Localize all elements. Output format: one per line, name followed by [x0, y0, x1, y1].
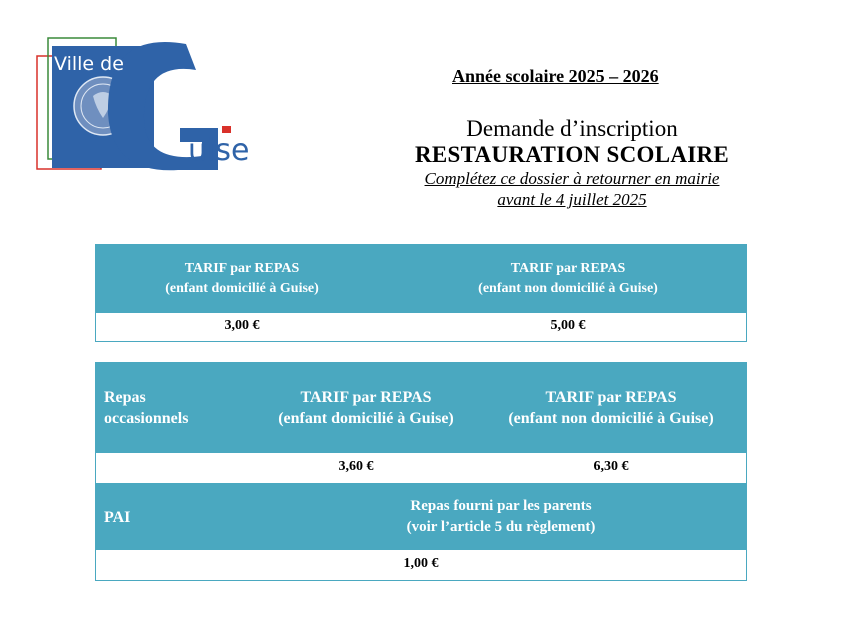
value-non-resident: 6,30 €	[593, 459, 629, 474]
value-resident: 3,00 €	[224, 318, 260, 333]
pai-description: Repas fourni par les parents (voir l’art…	[406, 498, 596, 535]
value-non-resident: 5,00 €	[550, 318, 586, 333]
header-resident: TARIF par REPAS (enfant domicilié à Guis…	[278, 389, 454, 427]
occasional-value-row: 3,60 € 6,30 €	[96, 453, 746, 483]
value-resident: 3,60 €	[338, 459, 374, 474]
document-title: RESTAURATION SCOLAIRE	[414, 142, 730, 167]
document-type: Demande d’inscription	[466, 116, 678, 141]
rates-table-occasional: Repas occasionnels TARIF par REPAS (enfa…	[95, 362, 747, 581]
header-non-resident: TARIF par REPAS (enfant non domicilié à …	[478, 261, 658, 296]
table-value-row: 3,00 € 5,00 €	[96, 313, 746, 341]
row-label-occasional: Repas occasionnels	[104, 389, 189, 427]
svg-text:Ville de: Ville de	[54, 53, 124, 75]
header-non-resident: TARIF par REPAS (enfant non domicilié à …	[508, 389, 714, 427]
svg-text:uise: uise	[188, 133, 249, 168]
guise-logo: Ville de uise	[36, 34, 250, 174]
document-header: Demande d’inscription RESTAURATION SCOLA…	[372, 116, 772, 210]
city-emblem-icon: Ville de uise	[36, 37, 249, 171]
instruction-line-2: avant le 4 juillet 2025	[497, 190, 647, 209]
pai-value-row: 1,00 €	[96, 550, 746, 580]
value-pai: 1,00 €	[403, 556, 439, 571]
header-resident: TARIF par REPAS (enfant domicilié à Guis…	[165, 261, 319, 296]
instruction-line-1: Complétez ce dossier à retourner en mair…	[424, 169, 720, 188]
row-label-pai: PAI	[104, 509, 131, 526]
occasional-header-row: Repas occasionnels TARIF par REPAS (enfa…	[96, 363, 746, 453]
table-header-row: TARIF par REPAS (enfant domicilié à Guis…	[96, 245, 746, 313]
school-year: Année scolaire 2025 – 2026	[452, 66, 659, 86]
pai-row: PAI Repas fourni par les parents (voir l…	[96, 483, 746, 550]
rates-table-regular: TARIF par REPAS (enfant domicilié à Guis…	[95, 244, 747, 342]
